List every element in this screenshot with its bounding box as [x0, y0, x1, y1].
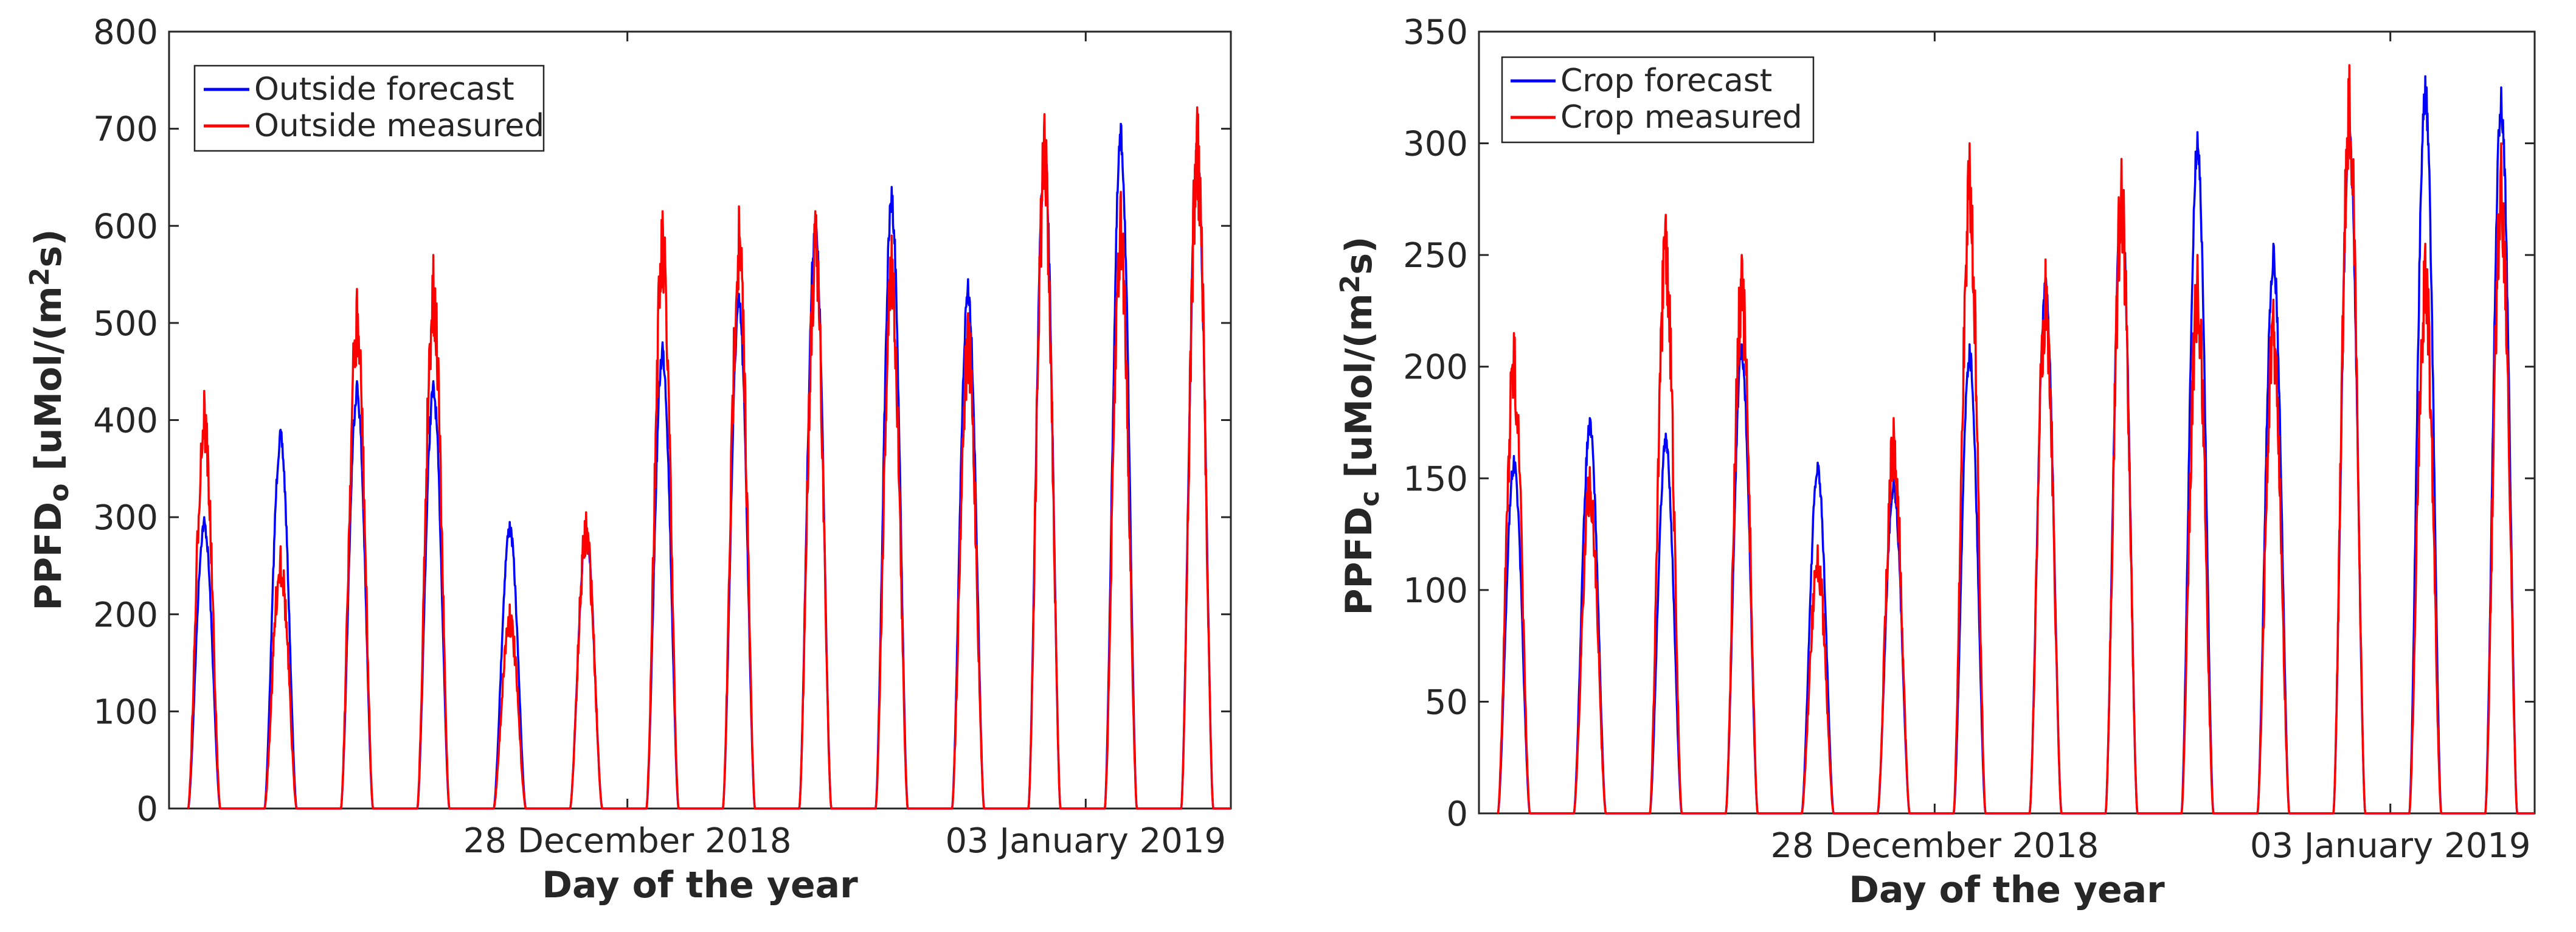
- legend-label-forecast: Outside forecast: [254, 71, 514, 108]
- series-line-outside-measured: [187, 106, 1231, 810]
- y-tick-label: 300: [1403, 125, 1468, 164]
- y-axis-title-unit-prefix: [uMol/(m: [27, 286, 70, 483]
- y-tick-label: 600: [93, 207, 158, 246]
- chart-outside-ppfd: 0 100 200 300 400 500 600 700 800 28 December 20…: [24, 13, 1232, 906]
- series-layer-crop: [1497, 64, 2535, 815]
- x-tick-label: 03 January 2019: [2250, 826, 2531, 866]
- y-tick-label: 700: [93, 110, 158, 150]
- y-axis-title-unit-suffix: s): [27, 229, 70, 267]
- y-tick-label: 250: [1403, 236, 1468, 276]
- y-tick-label: 150: [1403, 459, 1468, 499]
- x-axis-outside: 28 December 2018 03 January 2019: [463, 32, 1226, 861]
- y-tick-label: 400: [93, 402, 158, 441]
- y-tick-label: 800: [93, 13, 158, 52]
- series-layer-outside: [187, 106, 1231, 810]
- x-tick-label: 28 December 2018: [1770, 826, 2099, 866]
- y-tick-label: 300: [93, 498, 158, 538]
- y-axis-title-unit-suffix: s): [1338, 237, 1380, 275]
- legend-outside: Outside forecast Outside measured: [193, 64, 545, 152]
- y-axis-title-base: PPFD: [1338, 507, 1380, 616]
- y-axis-crop: 0 50 100 150 200 250 300 350: [1403, 13, 2535, 834]
- y-axis-title-subscript: o: [44, 484, 75, 502]
- y-tick-label: 350: [1403, 13, 1468, 52]
- x-tick-label: 03 January 2019: [946, 821, 1227, 861]
- y-tick-label: 200: [93, 596, 158, 635]
- x-axis-title: Day of the year: [542, 864, 858, 906]
- legend-box: [1501, 56, 1815, 144]
- y-axis-title-unit-prefix: [uMol/(m: [1338, 293, 1380, 490]
- x-axis-title: Day of the year: [1849, 869, 2165, 911]
- x-axis-crop: 28 December 2018 03 January 2019: [1770, 32, 2531, 866]
- y-tick-label: 500: [93, 304, 158, 344]
- y-axis-title-base: PPFD: [27, 502, 70, 611]
- y-axis-title-unit-sup: 2: [1335, 275, 1366, 294]
- x-tick-label: 28 December 2018: [463, 821, 792, 861]
- y-tick-label: 50: [1425, 683, 1468, 722]
- y-tick-label: 100: [93, 692, 158, 732]
- y-axis-outside: 0 100 200 300 400 500 600 700 800: [93, 13, 1231, 829]
- plot-area-crop: [1478, 30, 2536, 815]
- series-line-crop-measured: [1497, 64, 2535, 815]
- y-axis-title-subscript: c: [1354, 491, 1385, 507]
- y-tick-label: 0: [136, 790, 158, 829]
- y-axis-title: PPFDc [uMol/(m2s): [1335, 237, 1385, 616]
- y-tick-label: 200: [1403, 348, 1468, 388]
- y-tick-label: 0: [1446, 795, 1468, 834]
- y-axis-title-unit-sup: 2: [24, 268, 55, 287]
- y-tick-label: 100: [1403, 571, 1468, 611]
- legend-crop: Crop forecast Crop measured: [1501, 56, 1815, 144]
- legend-label-measured: Crop measured: [1560, 99, 1802, 136]
- legend-label-measured: Outside measured: [254, 108, 544, 144]
- legend-label-forecast: Crop forecast: [1560, 63, 1772, 99]
- chart-crop-ppfd: 0 50 100 150 200 250 300 350 28 December 2018 03…: [1335, 13, 2536, 911]
- legend-box: [193, 64, 545, 152]
- y-axis-title: PPFDo [uMol/(m2s): [24, 229, 75, 610]
